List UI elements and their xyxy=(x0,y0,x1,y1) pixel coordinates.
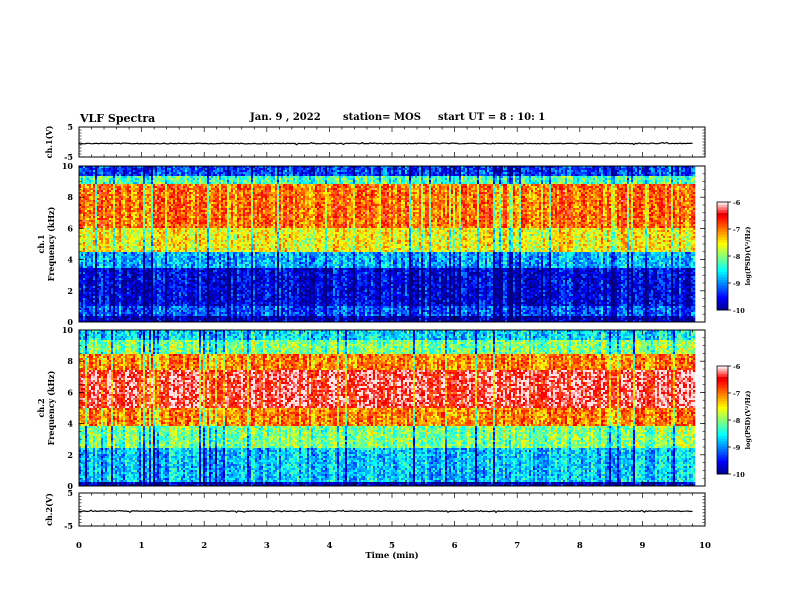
colorbar-tick-label: -10 xyxy=(733,471,745,479)
panel-ch1-waveform xyxy=(79,127,705,157)
colorbar-tick-label: -6 xyxy=(733,363,741,371)
colorbar-tick-label: -6 xyxy=(733,199,741,207)
colorbar-ch1-spectrogram xyxy=(717,202,731,311)
y-tick-label: 2 xyxy=(67,450,73,460)
x-tick-label: 4 xyxy=(326,541,332,551)
x-tick-label: 6 xyxy=(452,541,458,551)
x-tick-label: 9 xyxy=(639,541,645,551)
colorbar-tick-label: -7 xyxy=(733,226,740,234)
x-tick-label: 3 xyxy=(264,541,270,551)
panel-ch2-spectrogram xyxy=(79,330,705,486)
x-tick-label: 2 xyxy=(201,541,207,551)
y-tick-label: 5 xyxy=(67,122,73,132)
colorbar-tick-label: -9 xyxy=(733,444,741,452)
colorbar-tick-label: -10 xyxy=(733,307,745,315)
panel-ch1-spectrogram xyxy=(79,166,705,322)
colorbar-tick-label: -8 xyxy=(733,417,741,425)
colorbar-tick-label: -9 xyxy=(733,280,741,288)
y-axis-label: ch.1(V) xyxy=(44,125,54,158)
y-tick-label: 10 xyxy=(62,325,74,335)
waveform-line xyxy=(79,510,693,512)
y-axis-channel-label: ch.1 xyxy=(36,234,46,253)
colorbar-tick-label: -7 xyxy=(733,390,740,398)
x-tick-label: 7 xyxy=(514,541,520,551)
y-tick-label: 10 xyxy=(62,161,74,171)
y-tick-label: 6 xyxy=(67,387,73,397)
y-tick-label: 4 xyxy=(67,419,73,429)
y-tick-label: -5 xyxy=(64,521,73,531)
x-tick-label: 5 xyxy=(389,541,395,551)
waveform-line xyxy=(79,142,693,144)
panel-ch2-waveform xyxy=(79,493,705,526)
x-tick-label: 8 xyxy=(577,541,583,551)
y-tick-label: 4 xyxy=(67,255,73,265)
y-axis-label: ch.2(V) xyxy=(44,493,54,526)
y-axis-channel-label: ch.2 xyxy=(36,398,46,417)
x-tick-label: 10 xyxy=(699,541,711,551)
colorbar-ch2-spectrogram xyxy=(717,366,731,475)
y-tick-label: 2 xyxy=(67,286,73,296)
y-tick-label: 8 xyxy=(67,192,73,202)
colorbar-tick-label: -8 xyxy=(733,253,741,261)
x-tick-label: 1 xyxy=(139,541,145,551)
colorbar-label: log(PSD)(V²/Hz) xyxy=(744,391,752,450)
y-tick-label: 6 xyxy=(67,223,73,233)
y-axis-label: Frequency (kHz) xyxy=(46,206,56,281)
y-tick-label: 5 xyxy=(67,488,73,498)
x-tick-label: 0 xyxy=(76,541,82,551)
x-axis-label: Time (min) xyxy=(365,550,418,561)
colorbar-label: log(PSD)(V²/Hz) xyxy=(744,227,752,286)
y-tick-label: 8 xyxy=(67,356,73,366)
vlf-figure: 5 -5 ch.1(V) -6 -7 -8 -9 -10 log(PSD)(V²/Hz) 0 2 4 6… xyxy=(0,0,792,612)
y-axis-label: Frequency (kHz) xyxy=(46,370,56,445)
